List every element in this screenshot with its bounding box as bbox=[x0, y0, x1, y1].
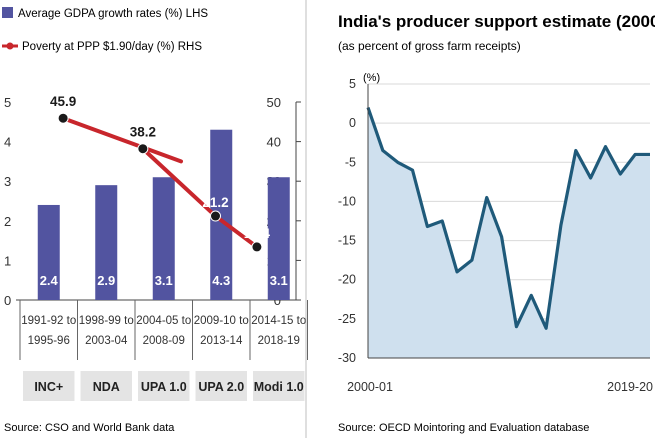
era-box bbox=[23, 371, 75, 401]
psp-area-fill bbox=[368, 107, 650, 358]
category-labels: 1991-92 to 1995-96 1998-99 to 2003-04 2004-0… bbox=[19, 300, 308, 360]
legend-line-marker bbox=[6, 42, 14, 50]
poverty-point bbox=[251, 241, 263, 253]
poverty-point bbox=[210, 210, 221, 222]
category-label-line2: 2003-04 bbox=[85, 335, 128, 347]
right-y-tick-label: 0 bbox=[274, 293, 281, 308]
left-y-tick-label: 4 bbox=[4, 135, 11, 150]
right-chart-subtitle: (as percent of gross farm receipts) bbox=[338, 39, 521, 53]
category-label-line2: 2018-19 bbox=[258, 335, 300, 347]
psp-line bbox=[366, 106, 650, 330]
right-y-unit: (%) bbox=[363, 72, 380, 84]
era-label: NDA bbox=[93, 380, 120, 394]
psp-y-tick-label: -10 bbox=[338, 194, 356, 208]
right-y-tick-label: 50 bbox=[267, 95, 281, 110]
psp-x-tick-label: 2019-20 bbox=[607, 380, 653, 394]
bar-series: 2.4 2.9 3.1 4.3 3.1 bbox=[37, 129, 290, 300]
psp-y-tick-label: -30 bbox=[338, 351, 356, 365]
poverty-value-label: 38.2 bbox=[130, 125, 156, 140]
legend-line-label: Poverty at PPP $1.90/day (%) RHS bbox=[22, 41, 202, 53]
bar-value-label: 2.9 bbox=[97, 273, 115, 288]
poverty-line-series: 45.9 38.2 21.2 13.4 bbox=[50, 94, 271, 253]
right-source: Source: OECD Mointoring and Evaluation d… bbox=[338, 422, 589, 434]
era-box bbox=[253, 371, 305, 401]
left-y-tick-label: 0 bbox=[4, 293, 11, 308]
psp-x-tick-label: 2000-01 bbox=[347, 380, 393, 394]
bar-value-label: 2.4 bbox=[40, 273, 59, 288]
bar bbox=[152, 177, 175, 300]
era-label: Modi 1.0 bbox=[254, 380, 304, 394]
poverty-point bbox=[57, 112, 69, 124]
category-label-line1: 1991-92 to bbox=[21, 315, 76, 327]
poverty-point bbox=[137, 143, 149, 155]
poverty-value-label: 45.9 bbox=[50, 94, 76, 109]
right-chart-title: India's producer support estimate (2000-… bbox=[338, 12, 655, 31]
category-label-line1: 2009-10 to bbox=[194, 315, 249, 327]
left-source: Source: CSO and World Bank data bbox=[4, 422, 175, 434]
psp-area-series bbox=[366, 106, 650, 358]
left-y-tick-label: 2 bbox=[4, 214, 11, 229]
category-label-line1: 2004-05 to bbox=[136, 315, 191, 327]
psp-y-tick-label: 0 bbox=[349, 116, 356, 130]
era-box bbox=[80, 371, 132, 401]
psp-y-tick-label: 5 bbox=[349, 77, 356, 91]
legend-bar-swatch bbox=[2, 7, 13, 18]
era-labels: INC+ NDA UPA 1.0 UPA 2.0 Modi 1.0 bbox=[23, 371, 305, 401]
category-label-line2: 2008-09 bbox=[143, 335, 185, 347]
bar bbox=[95, 185, 118, 300]
era-box bbox=[138, 371, 190, 401]
psp-y-tick-label: -20 bbox=[338, 273, 356, 287]
bar-value-label: 3.1 bbox=[270, 273, 288, 288]
bar bbox=[210, 129, 233, 300]
category-label-line1: 2014-15 to bbox=[251, 315, 306, 327]
left-y-tick-label: 5 bbox=[4, 95, 11, 110]
right-chart: India's producer support estimate (2000-… bbox=[338, 12, 655, 434]
poverty-line-segment bbox=[61, 116, 183, 164]
bar-value-label: 3.1 bbox=[155, 273, 173, 288]
legend-bar-label: Average GDPA growth rates (%) LHS bbox=[18, 8, 208, 20]
era-box bbox=[195, 371, 247, 401]
left-y-axis: 0 1 2 3 4 5 bbox=[4, 95, 11, 308]
bar bbox=[267, 177, 290, 300]
era-label: INC+ bbox=[34, 380, 63, 394]
bar bbox=[37, 204, 60, 300]
category-label-line2: 1995-96 bbox=[28, 335, 70, 347]
era-label: UPA 1.0 bbox=[141, 380, 187, 394]
left-y-tick-label: 3 bbox=[4, 174, 11, 189]
bar-value-label: 4.3 bbox=[212, 273, 230, 288]
right-y-tick-label: 40 bbox=[267, 135, 281, 150]
psp-x-axis: 2000-01 2019-20 bbox=[347, 84, 653, 394]
poverty-value-label: 13.4 bbox=[244, 226, 271, 241]
psp-y-tick-label: -5 bbox=[345, 155, 356, 169]
era-label: UPA 2.0 bbox=[198, 380, 244, 394]
left-chart: Average GDPA growth rates (%) LHS Povert… bbox=[2, 7, 308, 434]
left-y-tick-label: 1 bbox=[4, 253, 11, 268]
category-label-line1: 1998-99 to bbox=[79, 315, 134, 327]
poverty-value-label: 21.2 bbox=[202, 195, 228, 210]
psp-y-tick-label: -15 bbox=[338, 234, 356, 248]
psp-y-tick-label: -25 bbox=[338, 312, 356, 326]
category-label-line2: 2013-14 bbox=[200, 335, 243, 347]
